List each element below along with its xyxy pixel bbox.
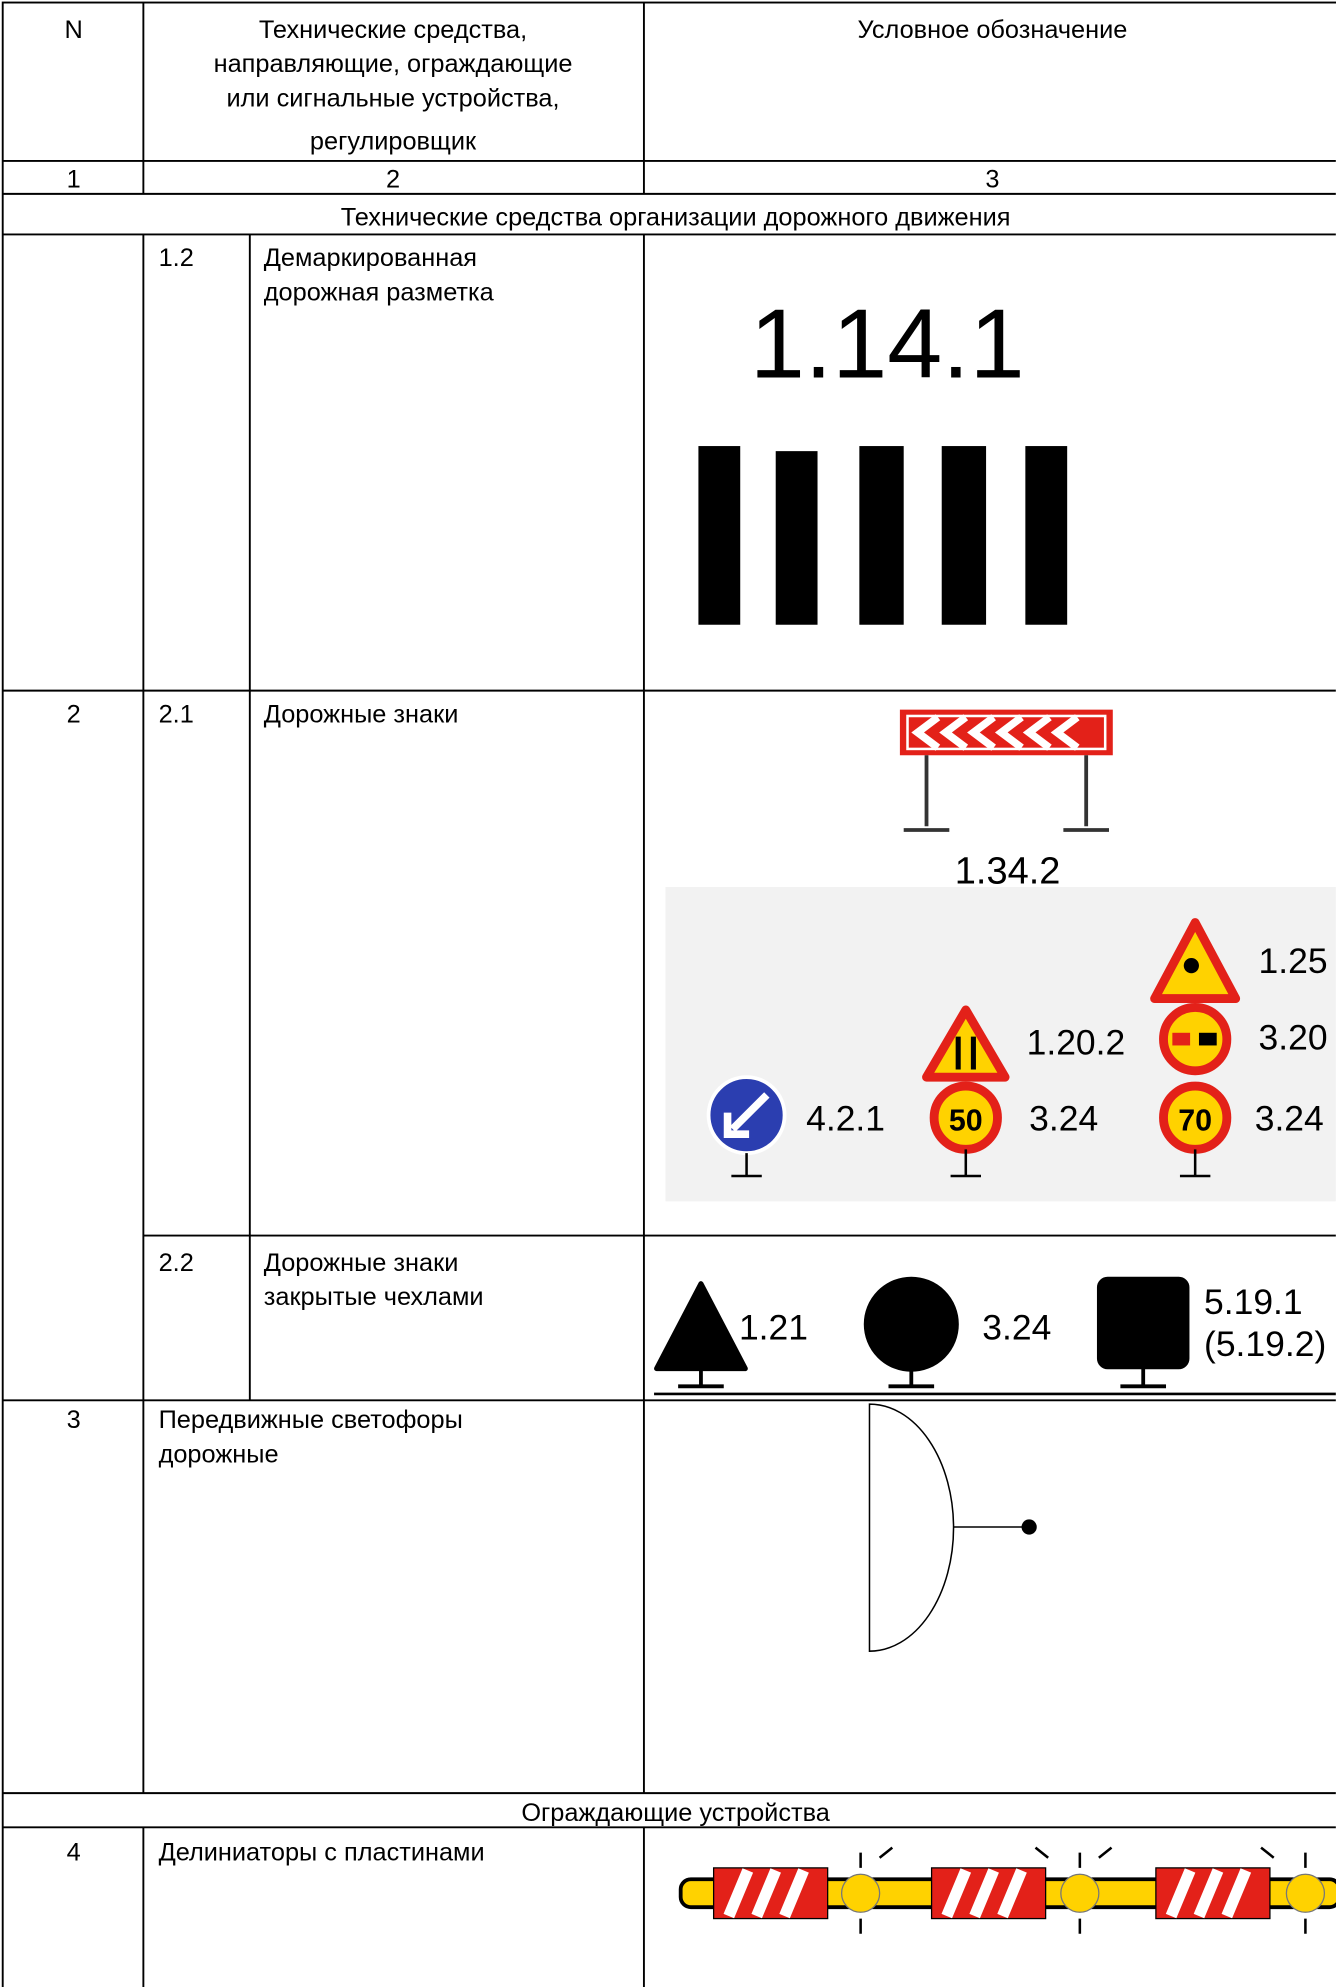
sign-label: 3.20 xyxy=(1259,1017,1328,1057)
column-number: 3 xyxy=(985,166,999,194)
header-cell: Технические средства, xyxy=(259,16,527,44)
signs-background xyxy=(665,887,1336,1202)
sign-4-2-1 xyxy=(706,1075,787,1178)
cell: 2 xyxy=(67,700,81,728)
marking-label: 1.14.1 xyxy=(750,289,1025,399)
sign-label: 3.24 xyxy=(1029,1098,1098,1138)
sign-3-20 xyxy=(1159,1003,1232,1076)
cell: Дорожные знаки xyxy=(264,700,459,728)
cell: 2.1 xyxy=(159,700,194,728)
sign-label: 4.2.1 xyxy=(806,1098,885,1138)
delineators xyxy=(678,1846,1336,1934)
sign-1-34-2 xyxy=(899,709,1113,832)
cell: 1.2 xyxy=(159,244,194,272)
sign-label: (5.19.2) xyxy=(1204,1324,1326,1364)
header-cell: Условное обозначение xyxy=(857,16,1127,44)
column-number: 2 xyxy=(386,166,400,194)
sign-label: 3.24 xyxy=(982,1307,1051,1347)
sign-1-20-2 xyxy=(922,1005,1010,1082)
sign-label: 1.21 xyxy=(739,1307,808,1347)
sign-1-25 xyxy=(1150,918,1241,1004)
sign-label: 1.25 xyxy=(1259,941,1328,981)
cell: 4 xyxy=(67,1838,81,1866)
cell: Передвижные светофоры xyxy=(159,1406,463,1434)
section-title: Технические средства организации дорожно… xyxy=(341,204,1011,232)
column-number: 1 xyxy=(67,166,81,194)
traffic-light-symbol xyxy=(868,1403,1037,1652)
sign-label: 3.24 xyxy=(1255,1098,1324,1138)
sign-70 xyxy=(1159,1081,1232,1178)
cell: 2.2 xyxy=(159,1249,194,1277)
cell: Дорожные знаки xyxy=(264,1249,459,1277)
cell: Демаркированная xyxy=(264,244,477,272)
sign-number: 50 xyxy=(949,1103,983,1137)
cell: дорожная разметка xyxy=(264,278,495,306)
cell: Делиниаторы с пластинами xyxy=(159,1838,485,1866)
section-title: Ограждающие устройства xyxy=(521,1799,830,1827)
sign-label: 5.19.1 xyxy=(1204,1282,1303,1322)
header-cell: регулировщик xyxy=(310,128,477,156)
cell: дорожные xyxy=(159,1440,279,1468)
sign-50 xyxy=(929,1081,1002,1178)
sign-label: 1.34.2 xyxy=(955,850,1061,892)
sign-number: 70 xyxy=(1178,1103,1212,1137)
covered-signs xyxy=(654,1276,1336,1396)
header-cell: направляющие, ограждающие xyxy=(214,50,573,78)
header-cell: N xyxy=(65,16,83,44)
crosswalk-marking xyxy=(698,446,1068,625)
cell: 3 xyxy=(67,1406,81,1434)
sign-label: 1.20.2 xyxy=(1027,1022,1126,1062)
header-cell: или сигнальные устройства, xyxy=(226,84,559,112)
cell: закрытые чехлами xyxy=(264,1283,484,1311)
